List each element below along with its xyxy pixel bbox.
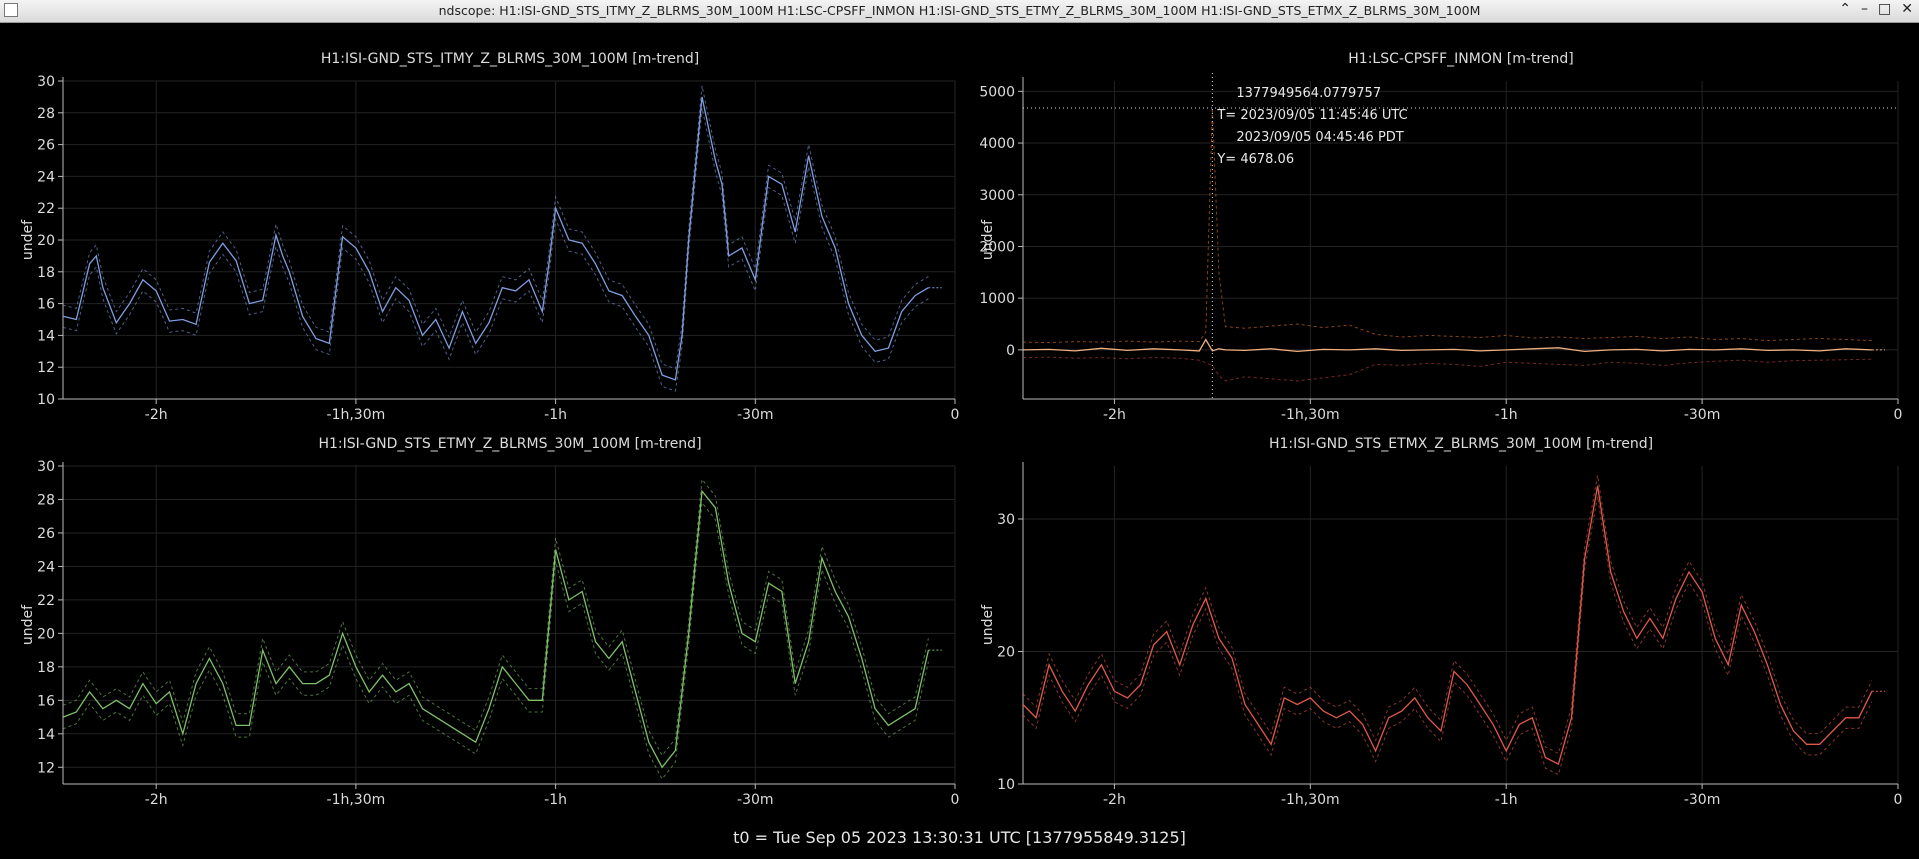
- x-tick-label: -1h,30m: [327, 407, 386, 423]
- y-tick-label: 20: [37, 233, 55, 249]
- x-tick-label: 0: [951, 407, 960, 423]
- y-tick-label: 24: [37, 169, 55, 185]
- plot-etmx[interactable]: H1:ISI-GND_STS_ETMX_Z_BLRMS_30M_100M [m-…: [960, 408, 1919, 808]
- close-icon[interactable]: ✕: [1901, 1, 1913, 17]
- y-axis-label: undef: [20, 219, 36, 260]
- y-tick-label: 1000: [979, 291, 1015, 307]
- y-tick-label: 30: [37, 459, 55, 475]
- y-tick-label: 2000: [979, 239, 1015, 255]
- chart-svg-cpsff[interactable]: H1:LSC-CPSFF_INMON [m-trend] 0 1000 2000 300…: [960, 23, 1919, 423]
- x-tick-label: -2h: [1103, 407, 1126, 423]
- app-icon: [4, 3, 18, 17]
- x-tick-label: 0: [1894, 792, 1903, 808]
- y-tick-label: 20: [37, 626, 55, 642]
- x-tick-label: -2h: [145, 792, 168, 808]
- chart-title: H1:ISI-GND_STS_ETMX_Z_BLRMS_30M_100M [m-…: [1269, 436, 1653, 452]
- series-mean-line: [1022, 338, 1872, 353]
- x-tick-label: -2h: [145, 407, 168, 423]
- y-tick-label: 16: [37, 693, 55, 709]
- series-max-line: [1022, 475, 1873, 755]
- chart-svg-etmy[interactable]: H1:ISI-GND_STS_ETMY_Z_BLRMS_30M_100M [m-…: [0, 408, 960, 808]
- x-tick-label: -1h: [1495, 792, 1518, 808]
- series-min-line: [62, 501, 929, 780]
- minimize-icon[interactable]: –: [1861, 1, 1869, 17]
- series-mean-line: [1022, 485, 1873, 766]
- chart-title: H1:ISI-GND_STS_ETMY_Z_BLRMS_30M_100M [m-…: [318, 436, 701, 452]
- maximize-icon[interactable]: □: [1878, 1, 1892, 17]
- y-tick-label: 10: [997, 777, 1015, 793]
- series-mean-line: [62, 96, 929, 381]
- x-tick-label: -1h,30m: [1281, 407, 1340, 423]
- y-axis-label: undef: [980, 604, 996, 645]
- y-tick-label: 0: [1006, 343, 1015, 359]
- cursor-label-gps: 1377949564.0779757: [1236, 86, 1381, 101]
- chart-svg-itmy[interactable]: H1:ISI-GND_STS_ITMY_Z_BLRMS_30M_100M [m-…: [0, 23, 960, 423]
- y-tick-label: 28: [37, 106, 55, 122]
- x-tick-label: -1h: [1495, 407, 1518, 423]
- y-tick-label: 22: [37, 593, 55, 609]
- series-max-line: [1022, 107, 1872, 344]
- series-min-line: [1022, 356, 1872, 382]
- x-tick-label: -1h: [544, 792, 567, 808]
- t0-label: t0 = Tue Sep 05 2023 13:30:31 UTC [13779…: [733, 828, 1186, 847]
- y-tick-label: 5000: [979, 84, 1015, 100]
- plot-cpsff[interactable]: H1:LSC-CPSFF_INMON [m-trend] 0 1000 2000 300…: [960, 23, 1919, 423]
- chart-svg-etmx[interactable]: H1:ISI-GND_STS_ETMX_Z_BLRMS_30M_100M [m-…: [960, 408, 1919, 808]
- y-tick-label: 14: [37, 727, 55, 743]
- x-tick-label: -1h: [544, 407, 567, 423]
- x-tick-label: -30m: [1684, 407, 1721, 423]
- y-tick-label: 18: [37, 265, 55, 281]
- window-titlebar: ndscope: H1:ISI-GND_STS_ITMY_Z_BLRMS_30M…: [0, 0, 1919, 23]
- x-tick-label: -30m: [737, 792, 774, 808]
- grid: [63, 80, 956, 400]
- grid: [1023, 81, 1899, 399]
- cursor-label-local: 2023/09/05 04:45:46 PDT: [1236, 130, 1403, 145]
- window-controls: ⌃ – □ ✕: [1839, 1, 1913, 17]
- series-max-line: [62, 85, 929, 370]
- y-tick-label: 22: [37, 201, 55, 217]
- y-tick-label: 26: [37, 138, 55, 154]
- x-tick-label: -1h,30m: [1281, 792, 1340, 808]
- x-tick-label: -2h: [1103, 792, 1126, 808]
- x-tick-label: 0: [951, 792, 960, 808]
- x-tick-label: 0: [1894, 407, 1903, 423]
- series-max-line: [62, 478, 929, 757]
- series-min-line: [62, 107, 929, 392]
- plot-etmy[interactable]: H1:ISI-GND_STS_ETMY_Z_BLRMS_30M_100M [m-…: [0, 408, 960, 808]
- grid: [63, 465, 956, 784]
- y-tick-label: 12: [37, 360, 55, 376]
- y-axis-label: undef: [980, 219, 996, 260]
- y-tick-label: 24: [37, 559, 55, 575]
- y-tick-label: 3000: [979, 188, 1015, 204]
- y-tick-label: 28: [37, 492, 55, 508]
- y-tick-label: 30: [997, 512, 1015, 528]
- plot-area: H1:ISI-GND_STS_ITMY_Z_BLRMS_30M_100M [m-…: [0, 23, 1919, 859]
- y-tick-label: 20: [997, 645, 1015, 661]
- series-min-line: [1022, 496, 1873, 776]
- series-mean-line: [62, 489, 930, 769]
- x-tick-label: -30m: [1684, 792, 1721, 808]
- y-tick-label: 16: [37, 297, 55, 313]
- cursor-label-utc: T= 2023/09/05 11:45:46 UTC: [1216, 108, 1407, 123]
- y-tick-label: 30: [37, 74, 55, 90]
- chart-title: H1:ISI-GND_STS_ITMY_Z_BLRMS_30M_100M [m-…: [321, 51, 699, 67]
- chart-title: H1:LSC-CPSFF_INMON [m-trend]: [1348, 51, 1573, 67]
- y-axis-label: undef: [20, 604, 36, 645]
- y-tick-label: 18: [37, 660, 55, 676]
- y-tick-label: 4000: [979, 136, 1015, 152]
- plot-itmy[interactable]: H1:ISI-GND_STS_ITMY_Z_BLRMS_30M_100M [m-…: [0, 23, 960, 423]
- shade-icon[interactable]: ⌃: [1839, 1, 1852, 17]
- window-title: ndscope: H1:ISI-GND_STS_ITMY_Z_BLRMS_30M…: [438, 3, 1481, 18]
- x-tick-label: -1h,30m: [327, 792, 386, 808]
- grid: [1023, 466, 1899, 785]
- x-tick-label: -30m: [737, 407, 774, 423]
- y-tick-label: 26: [37, 526, 55, 542]
- y-tick-label: 10: [37, 392, 55, 408]
- y-tick-label: 12: [37, 760, 55, 776]
- cursor-label-y: Y= 4678.06: [1216, 152, 1294, 167]
- y-tick-label: 14: [37, 328, 55, 344]
